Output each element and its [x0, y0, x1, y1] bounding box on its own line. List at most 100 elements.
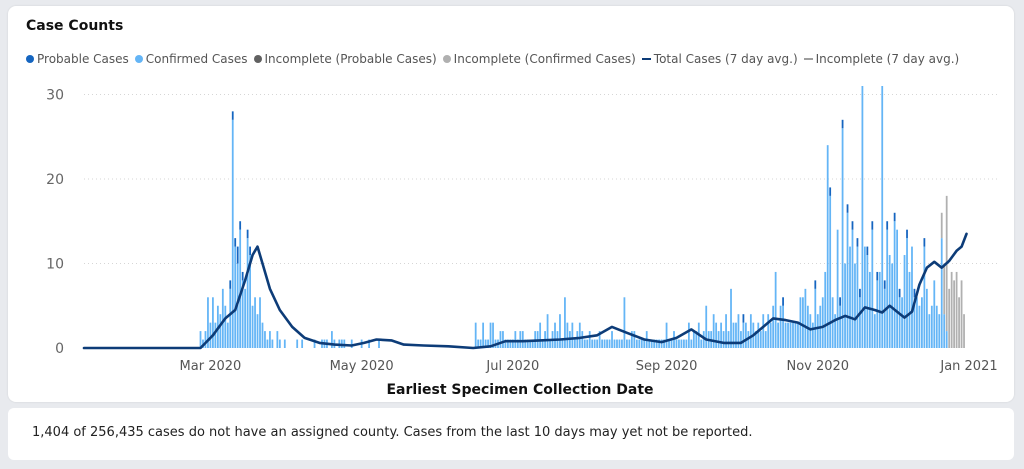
- bar-confirmed-cases: [767, 314, 770, 348]
- bar-confirmed-cases: [244, 288, 247, 348]
- bar-probable-cases: [839, 297, 841, 306]
- legend-label: Total Cases (7 day avg.): [653, 52, 798, 66]
- y-tick-label: 20: [46, 172, 64, 188]
- y-tick-label: 30: [46, 87, 64, 103]
- bar-confirmed-cases: [789, 322, 792, 348]
- bar-probable-cases: [886, 221, 889, 230]
- bar-confirmed-cases: [854, 263, 856, 348]
- bar-confirmed-cases: [519, 331, 522, 348]
- bar-probable-cases: [231, 111, 234, 120]
- bar-confirmed-cases: [744, 322, 747, 348]
- bar-incomplete-confirmed-cases: [948, 288, 951, 348]
- bar-confirmed-cases: [811, 322, 814, 348]
- legend-item-0[interactable]: Probable Cases: [26, 52, 129, 66]
- bar-confirmed-cases: [578, 322, 581, 348]
- bar-confirmed-cases: [834, 314, 837, 348]
- legend-label: Incomplete (Confirmed Cases): [453, 52, 636, 66]
- bar-confirmed-cases: [665, 322, 668, 348]
- bar-confirmed-cases: [601, 339, 604, 348]
- bar-confirmed-cases: [239, 229, 242, 348]
- bar-incomplete-confirmed-cases: [950, 271, 953, 348]
- bar-confirmed-cases: [933, 280, 936, 348]
- bar-incomplete-confirmed-cases: [963, 314, 965, 348]
- bar-confirmed-cases: [863, 246, 866, 348]
- bar-confirmed-cases: [901, 297, 903, 348]
- x-tick-label: Mar 2020: [180, 359, 242, 374]
- bar-confirmed-cases: [829, 195, 832, 348]
- bar-probable-cases: [846, 204, 849, 213]
- bar-probable-cases: [871, 221, 874, 230]
- legend-marker-icon: [641, 58, 651, 60]
- bar-confirmed-cases: [849, 246, 851, 348]
- bar-confirmed-cases: [911, 246, 913, 348]
- bar-confirmed-cases: [254, 297, 256, 348]
- bar-probable-cases: [866, 246, 869, 256]
- bar-confirmed-cases: [685, 339, 688, 348]
- legend-item-2[interactable]: Incomplete (Probable Cases): [253, 52, 437, 66]
- x-tick-label: Jul 2020: [485, 359, 539, 374]
- legend-marker-icon: [803, 58, 813, 60]
- bar-confirmed-cases: [903, 255, 906, 348]
- footer-note: 1,404 of 256,435 cases do not have an as…: [32, 425, 753, 440]
- bar-confirmed-cases: [251, 305, 254, 348]
- legend-marker-icon: [253, 55, 262, 63]
- bar-confirmed-cases: [209, 322, 212, 348]
- bar-confirmed-cases: [680, 339, 683, 348]
- bar-confirmed-cases: [888, 255, 891, 348]
- bar-confirmed-cases: [881, 86, 884, 348]
- bar-confirmed-cases: [908, 271, 911, 348]
- bar-confirmed-cases: [256, 314, 259, 348]
- bar-confirmed-cases: [655, 339, 658, 348]
- bar-probable-cases: [782, 297, 784, 306]
- bar-confirmed-cases: [492, 322, 494, 348]
- bar-confirmed-cases: [586, 339, 589, 348]
- bar-confirmed-cases: [784, 322, 787, 348]
- legend-item-4[interactable]: Total Cases (7 day avg.): [641, 52, 798, 66]
- bar-confirmed-cases: [296, 339, 299, 348]
- bar-probable-cases: [241, 271, 244, 281]
- bar-confirmed-cases: [526, 339, 529, 348]
- bar-confirmed-cases: [479, 339, 482, 348]
- bar-confirmed-cases: [378, 339, 380, 348]
- legend-item-5[interactable]: Incomplete (7 day avg.): [803, 52, 959, 66]
- bar-confirmed-cases: [278, 339, 281, 348]
- bar-confirmed-cases: [648, 339, 651, 348]
- bar-confirmed-cases: [368, 339, 370, 348]
- x-tick-label: Nov 2020: [786, 359, 849, 374]
- bar-confirmed-cases: [923, 246, 926, 348]
- bar-probable-cases: [906, 229, 908, 239]
- bar-confirmed-cases: [502, 331, 504, 348]
- bar-confirmed-cases: [231, 119, 234, 348]
- bar-incomplete-confirmed-cases: [960, 280, 963, 348]
- bar-confirmed-cases: [787, 322, 789, 348]
- bar-probable-cases: [923, 238, 926, 247]
- bar-confirmed-cases: [482, 322, 485, 348]
- legend-marker-icon: [442, 55, 451, 63]
- bar-confirmed-cases: [573, 339, 576, 348]
- bar-confirmed-cases: [246, 238, 249, 348]
- bar-probable-cases: [893, 212, 896, 222]
- bar-probable-cases: [829, 187, 832, 196]
- bar-confirmed-cases: [794, 322, 797, 348]
- bar-probable-cases: [898, 288, 901, 298]
- x-tick-label: May 2020: [330, 359, 394, 374]
- bar-confirmed-cases: [814, 288, 817, 348]
- bar-confirmed-cases: [660, 339, 663, 348]
- bar-probable-cases: [234, 238, 237, 247]
- x-tick-label: Sep 2020: [636, 359, 698, 374]
- bar-confirmed-cases: [928, 314, 931, 348]
- legend-item-1[interactable]: Confirmed Cases: [134, 52, 248, 66]
- bar-probable-cases: [239, 221, 242, 230]
- bar-confirmed-cases: [618, 339, 621, 348]
- bar-confirmed-cases: [261, 322, 264, 348]
- bar-confirmed-cases: [487, 339, 489, 348]
- chart-card: Case Counts Probable Cases Confirmed Case…: [8, 6, 1014, 402]
- bar-confirmed-cases: [871, 229, 874, 348]
- bar-confirmed-cases: [769, 322, 772, 348]
- legend-label: Probable Cases: [37, 52, 129, 66]
- bar-confirmed-cases: [861, 86, 864, 348]
- bar-confirmed-cases: [583, 339, 586, 348]
- legend-item-3[interactable]: Incomplete (Confirmed Cases): [442, 52, 636, 66]
- bar-confirmed-cases: [700, 339, 703, 348]
- bar-probable-cases: [859, 288, 861, 298]
